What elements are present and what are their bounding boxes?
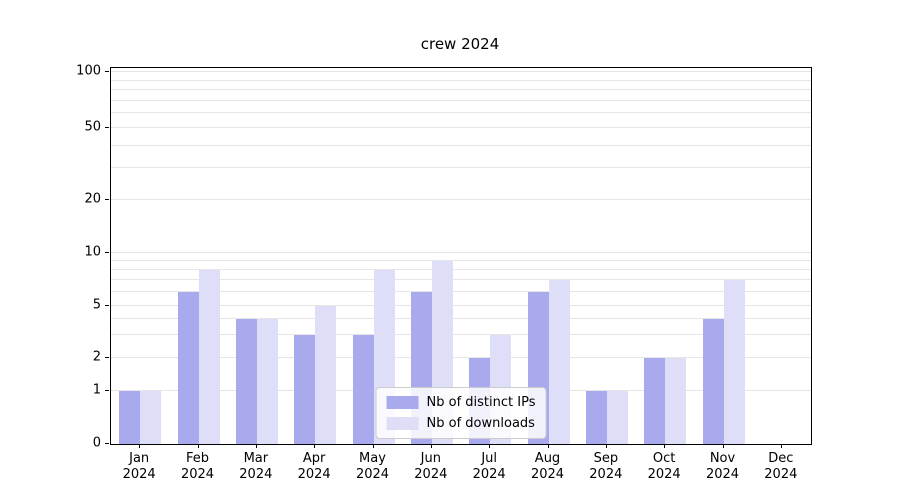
x-tick-mark-mar (255, 444, 257, 448)
x-tick-label-aug: Aug 2024 (530, 451, 565, 482)
chart-title: crew 2024 (420, 35, 500, 53)
gridline-9 (111, 260, 811, 262)
x-tick-mark-nov (722, 444, 724, 448)
plot-area: Nb of distinct IPs Nb of downloads (110, 67, 812, 445)
gridline-70 (111, 99, 811, 101)
bar-distinct-ips-mar (235, 318, 257, 444)
y-tick-label-20: 20 (84, 191, 101, 207)
bar-downloads-nov (723, 280, 745, 444)
gridline-20 (111, 198, 811, 200)
x-tick-label-nov: Nov 2024 (705, 451, 740, 482)
x-tick-mark-apr (314, 444, 316, 448)
x-tick-label-feb: Feb 2024 (180, 451, 215, 482)
bar-downloads-mar (256, 318, 278, 444)
y-tick-mark-0 (105, 443, 109, 444)
x-tick-label-jan: Jan 2024 (122, 451, 156, 482)
x-tick-mark-jan (139, 444, 141, 448)
gridline-7 (111, 279, 811, 281)
gridline-10 (111, 252, 811, 253)
gridline-3 (111, 333, 811, 335)
x-tick-mark-jul (489, 444, 491, 448)
legend-label-downloads: Nb of downloads (426, 416, 535, 431)
bar-downloads-sep (606, 390, 628, 444)
chart-legend: Nb of distinct IPs Nb of downloads (375, 387, 547, 439)
x-tick-mark-feb (197, 444, 199, 448)
legend-item-downloads: Nb of downloads (386, 416, 536, 431)
y-tick-mark-1 (105, 389, 109, 391)
bar-distinct-ips-nov (702, 318, 724, 444)
bar-downloads-jan (140, 390, 162, 444)
x-tick-mark-oct (664, 444, 666, 448)
y-tick-label-10: 10 (84, 244, 101, 260)
gridline-40 (111, 144, 811, 146)
y-tick-label-1: 1 (92, 382, 101, 398)
x-tick-mark-dec (780, 444, 782, 448)
y-tick-mark-10 (105, 251, 109, 253)
bar-downloads-apr (315, 306, 337, 444)
x-tick-label-dec: Dec 2024 (764, 451, 798, 482)
x-tick-mark-jun (430, 444, 432, 448)
legend-label-distinct-ips: Nb of distinct IPs (426, 395, 536, 410)
x-tick-label-jun: Jun 2024 (414, 451, 448, 482)
y-tick-mark-2 (105, 356, 109, 358)
gridline-2 (111, 356, 811, 358)
y-tick-label-0: 0 (92, 435, 101, 451)
gridline-4 (111, 317, 811, 319)
gridline-5 (111, 305, 811, 307)
gridline-80 (111, 89, 811, 91)
gridline-6 (111, 291, 811, 293)
y-tick-label-2: 2 (92, 349, 101, 365)
bar-downloads-oct (665, 357, 687, 444)
gridline-60 (111, 112, 811, 114)
x-tick-mark-aug (547, 444, 549, 448)
bar-downloads-feb (198, 270, 220, 444)
y-tick-mark-20 (105, 198, 109, 200)
x-tick-mark-sep (605, 444, 607, 448)
bar-distinct-ips-feb (177, 292, 199, 444)
bar-distinct-ips-jan (119, 390, 141, 444)
x-tick-label-may: May 2024 (355, 451, 390, 482)
bar-distinct-ips-may (352, 334, 374, 444)
y-tick-mark-50 (105, 127, 109, 129)
gridline-90 (111, 79, 811, 81)
x-tick-label-sep: Sep 2024 (589, 451, 623, 482)
gridline-100 (111, 71, 811, 73)
y-tick-mark-100 (105, 71, 109, 73)
x-tick-label-apr: Apr 2024 (297, 451, 331, 482)
gridline-8 (111, 269, 811, 271)
bar-distinct-ips-oct (644, 357, 666, 444)
bar-distinct-ips-apr (294, 334, 316, 444)
legend-item-distinct-ips: Nb of distinct IPs (386, 395, 536, 410)
x-tick-label-jul: Jul 2024 (472, 451, 506, 482)
x-tick-label-oct: Oct 2024 (647, 451, 681, 482)
y-tick-label-5: 5 (92, 297, 101, 313)
gridline-50 (111, 127, 811, 129)
y-tick-mark-5 (105, 305, 109, 306)
x-tick-label-mar: Mar 2024 (239, 451, 273, 482)
bar-distinct-ips-sep (585, 390, 607, 444)
x-tick-mark-may (372, 444, 374, 448)
bar-downloads-aug (548, 280, 570, 444)
gridline-30 (111, 167, 811, 169)
y-tick-label-100: 100 (76, 63, 101, 79)
y-tick-label-50: 50 (84, 119, 101, 135)
legend-swatch-downloads (386, 417, 419, 430)
legend-swatch-distinct-ips (386, 396, 419, 409)
